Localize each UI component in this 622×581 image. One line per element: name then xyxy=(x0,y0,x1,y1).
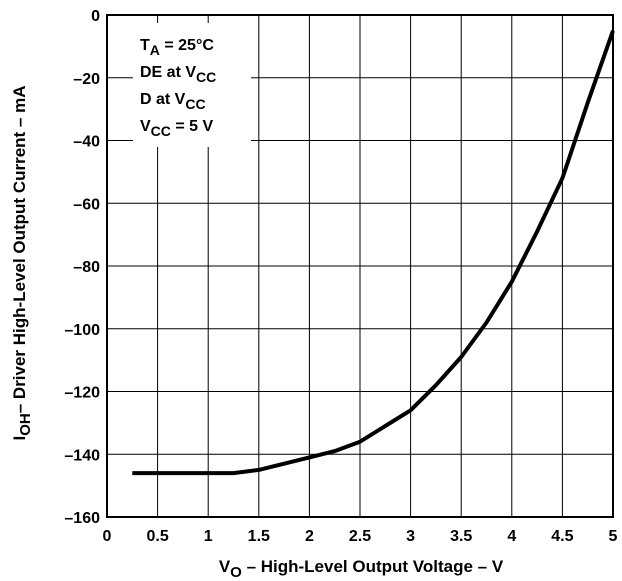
x-tick-label: 3 xyxy=(406,528,415,545)
x-tick-label: 4 xyxy=(507,528,516,545)
y-axis-label: IOH– Driver High-Level Output Current – … xyxy=(10,85,34,440)
plot-frame xyxy=(106,14,614,518)
legend: TA = 25°C DE at VCC D at VCC VCC = 5 V xyxy=(140,37,216,139)
condition-text: DE at VCC xyxy=(140,64,216,85)
x-tick-label: 1 xyxy=(204,528,213,545)
y-tick-labels: 0 –20 –40 –60 –80 –100 –120 –140 –160 xyxy=(64,8,100,527)
x-tick-label: 2.5 xyxy=(349,528,371,545)
y-tick-label: –20 xyxy=(73,71,100,88)
series-group xyxy=(132,30,615,476)
x-tick-label: 3.5 xyxy=(450,528,472,545)
legend-box xyxy=(133,23,251,147)
x-tick-label: 0.5 xyxy=(146,528,168,545)
y-tick-label: 0 xyxy=(91,8,100,25)
x-tick-label: 1.5 xyxy=(248,528,270,545)
y-tick-label: –60 xyxy=(73,196,100,213)
x-tick-labels: 0 0.5 1 1.5 2 2.5 3 3.5 4 4.5 5 xyxy=(103,528,618,545)
y-tick-label: –120 xyxy=(64,385,100,402)
y-tick-label: –160 xyxy=(64,510,100,527)
x-tick-label: 0 xyxy=(103,528,112,545)
y-tick-label: –80 xyxy=(73,259,100,276)
x-axis-label: VO – High-Level Output Voltage – V xyxy=(219,557,504,581)
condition-text: D at VCC xyxy=(140,91,206,112)
x-tick-label: 2 xyxy=(305,528,314,545)
condition-text: TA = 25°C xyxy=(140,37,214,58)
y-tick-label: –40 xyxy=(73,134,100,151)
y-tick-label: –100 xyxy=(64,322,100,339)
x-tick-label: 5 xyxy=(609,528,618,545)
series-line xyxy=(132,30,615,476)
condition-text: VCC = 5 V xyxy=(140,118,213,139)
x-tick-label: 4.5 xyxy=(551,528,573,545)
y-tick-label: –140 xyxy=(64,447,100,464)
